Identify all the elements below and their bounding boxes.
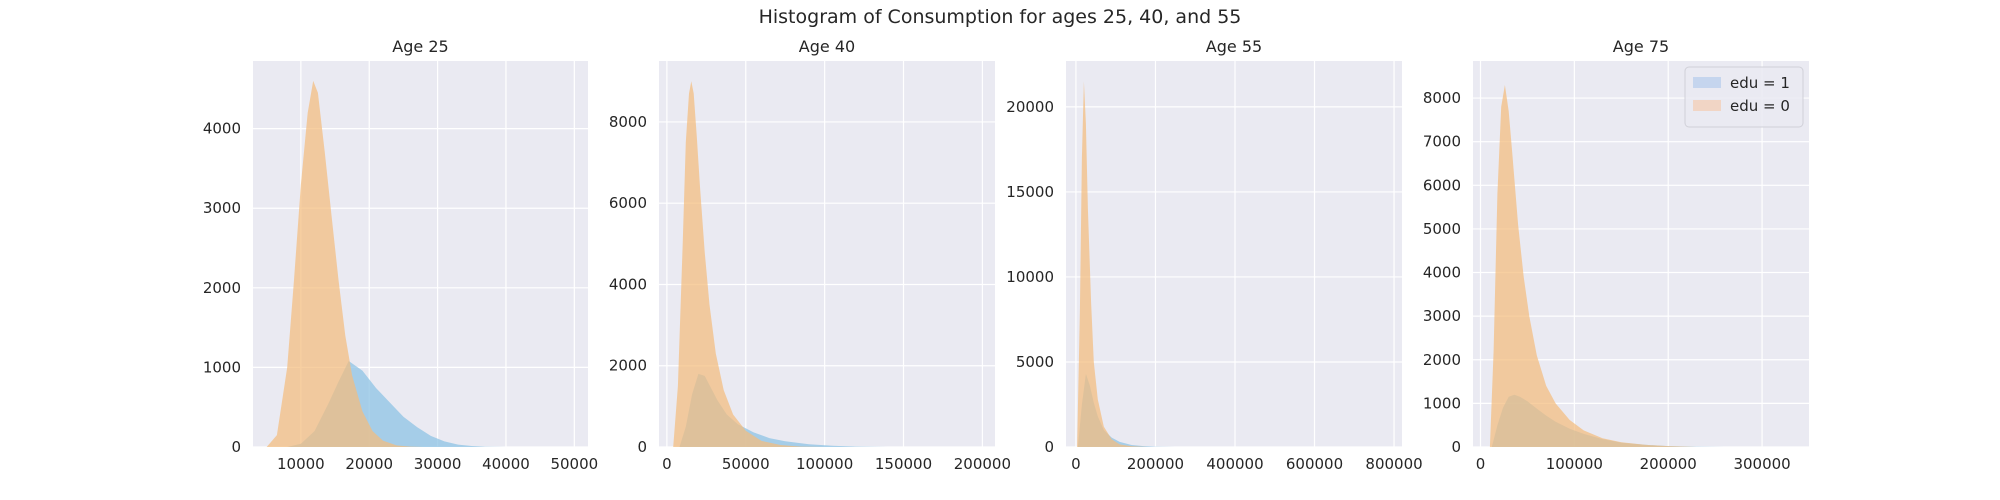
x-tick-label: 20000 bbox=[345, 455, 393, 473]
y-tick-label: 20000 bbox=[1006, 98, 1054, 116]
panel-title: Age 55 bbox=[1206, 37, 1262, 56]
y-tick-label: 2000 bbox=[1423, 351, 1461, 369]
x-tick-label: 800000 bbox=[1365, 455, 1422, 473]
series-area-edu0 bbox=[673, 81, 825, 448]
x-tick-label: 600000 bbox=[1286, 455, 1343, 473]
legend-label-edu0: edu = 0 bbox=[1730, 97, 1790, 115]
x-tick-label: 50000 bbox=[550, 455, 598, 473]
y-tick-label: 4000 bbox=[609, 275, 647, 293]
y-tick-label: 2000 bbox=[609, 357, 647, 375]
y-tick-label: 6000 bbox=[609, 194, 647, 212]
y-tick-label: 15000 bbox=[1006, 183, 1054, 201]
x-tick-label: 300000 bbox=[1733, 455, 1790, 473]
x-tick-label: 100000 bbox=[796, 455, 853, 473]
legend-patch-edu0 bbox=[1693, 100, 1721, 111]
panel-title: Age 75 bbox=[1613, 37, 1669, 56]
x-tick-label: 0 bbox=[1476, 455, 1486, 473]
y-tick-label: 5000 bbox=[1016, 353, 1054, 371]
y-tick-label: 0 bbox=[231, 438, 241, 456]
y-tick-label: 1000 bbox=[203, 358, 241, 376]
x-tick-label: 50000 bbox=[722, 455, 770, 473]
x-tick-label: 0 bbox=[662, 455, 672, 473]
y-tick-label: 5000 bbox=[1423, 220, 1461, 238]
x-tick-label: 200000 bbox=[954, 455, 1011, 473]
x-tick-label: 30000 bbox=[414, 455, 462, 473]
series-area-edu0 bbox=[1077, 81, 1148, 448]
legend-patch-edu1 bbox=[1693, 77, 1721, 88]
x-tick-label: 400000 bbox=[1206, 455, 1263, 473]
y-tick-label: 2000 bbox=[203, 279, 241, 297]
y-tick-label: 0 bbox=[1451, 438, 1461, 456]
y-tick-label: 10000 bbox=[1006, 268, 1054, 286]
plot-area bbox=[1066, 61, 1402, 447]
y-tick-label: 0 bbox=[637, 438, 647, 456]
panel-title: Age 25 bbox=[392, 37, 448, 56]
panel-title: Age 40 bbox=[799, 37, 855, 56]
y-tick-label: 4000 bbox=[1423, 264, 1461, 282]
x-tick-label: 10000 bbox=[277, 455, 325, 473]
y-tick-label: 0 bbox=[1044, 438, 1054, 456]
series-area-edu0 bbox=[266, 80, 424, 448]
x-tick-label: 200000 bbox=[1640, 455, 1697, 473]
y-tick-label: 3000 bbox=[1423, 307, 1461, 325]
x-tick-label: 200000 bbox=[1127, 455, 1184, 473]
y-tick-label: 6000 bbox=[1423, 176, 1461, 194]
chart-suptitle: Histogram of Consumption for ages 25, 40… bbox=[758, 6, 1242, 28]
x-tick-label: 150000 bbox=[875, 455, 932, 473]
x-tick-label: 40000 bbox=[482, 455, 530, 473]
y-tick-label: 8000 bbox=[609, 113, 647, 131]
y-tick-label: 7000 bbox=[1423, 133, 1461, 151]
y-tick-label: 3000 bbox=[203, 199, 241, 217]
x-tick-label: 0 bbox=[1071, 455, 1081, 473]
legend-label-edu1: edu = 1 bbox=[1730, 74, 1790, 92]
x-tick-label: 100000 bbox=[1546, 455, 1603, 473]
y-tick-label: 1000 bbox=[1423, 394, 1461, 412]
y-tick-label: 8000 bbox=[1423, 89, 1461, 107]
y-tick-label: 4000 bbox=[203, 120, 241, 138]
series-area-edu0 bbox=[1489, 85, 1697, 447]
